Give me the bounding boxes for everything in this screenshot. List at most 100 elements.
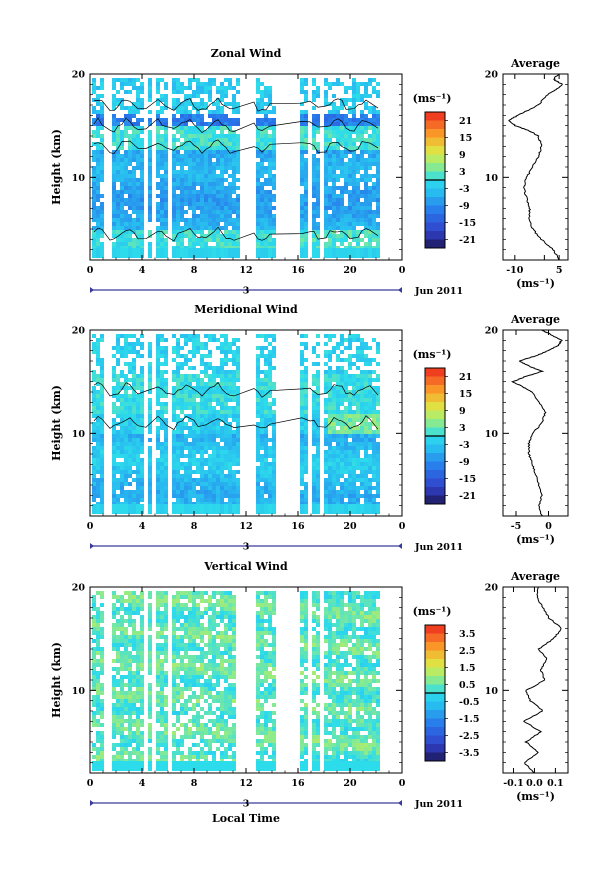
heatmap-cell [116, 346, 120, 350]
heatmap-cell [304, 386, 308, 390]
heatmap-cell [332, 470, 336, 474]
heatmap-cell [188, 454, 192, 458]
heatmap-cell [120, 615, 124, 619]
heatmap-cell [352, 186, 356, 190]
heatmap-cell [180, 494, 184, 498]
heatmap-cell [376, 486, 380, 490]
heatmap-cell [100, 466, 104, 470]
heatmap-cell [300, 350, 304, 354]
heatmap-cell [160, 222, 164, 226]
heatmap-cell [260, 230, 264, 234]
heatmap-cell [348, 158, 352, 162]
heatmap-cell [228, 442, 232, 446]
heatmap-cell [264, 486, 268, 490]
heatmap-cell [304, 486, 308, 490]
heatmap-cell [196, 470, 200, 474]
heatmap-cell [100, 390, 104, 394]
heatmap-cell [232, 154, 236, 158]
heatmap-cell [100, 715, 104, 719]
heatmap-cell [324, 378, 328, 382]
heatmap-cell [176, 478, 180, 482]
heatmap-cell [304, 186, 308, 190]
heatmap-cell [200, 194, 204, 198]
heatmap-cell [200, 126, 204, 130]
heatmap-cell [348, 418, 352, 422]
heatmap-cell [268, 354, 272, 358]
heatmap-cell [364, 446, 368, 450]
heatmap-cell [368, 490, 372, 494]
heatmap-cell [208, 414, 212, 418]
heatmap-cell [360, 238, 364, 242]
heatmap-cell [220, 202, 224, 206]
heatmap-cell [188, 466, 192, 470]
heatmap-cell [256, 466, 260, 470]
heatmap-cell [260, 390, 264, 394]
heatmap-cell [336, 248, 340, 258]
heatmap-cell [368, 394, 372, 398]
heatmap-cell [220, 118, 224, 122]
heatmap-cell [312, 126, 316, 130]
heatmap-cell [140, 739, 144, 743]
heatmap-cell [304, 242, 308, 246]
heatmap-cell [208, 504, 212, 514]
heatmap-cell [116, 462, 120, 466]
heatmap-cell [156, 462, 160, 466]
heatmap-cell [136, 651, 140, 655]
heatmap-cell [348, 98, 352, 102]
heatmap-cell [184, 102, 188, 106]
heatmap-cell [344, 138, 348, 142]
heatmap-cell [100, 206, 104, 210]
heatmap-cell [116, 478, 120, 482]
heatmap-cell [196, 178, 200, 182]
heatmap-cell [128, 504, 132, 514]
heatmap-cell [316, 378, 320, 382]
heatmap-cell [188, 366, 192, 370]
heatmap-cell [300, 114, 304, 118]
heatmap-cell [148, 354, 152, 358]
heatmap-cell [260, 82, 264, 86]
heatmap-cell [268, 230, 272, 234]
heatmap-cell [92, 595, 96, 599]
heatmap-cell [304, 222, 308, 226]
heatmap-cell [344, 504, 348, 514]
heatmap-cell [148, 703, 152, 707]
heatmap-cell [116, 394, 120, 398]
heatmap-cell [256, 490, 260, 494]
heatmap-cell [136, 679, 140, 683]
heatmap-cell [172, 358, 176, 362]
profile-x-tick-label: -10 [506, 265, 524, 276]
heatmap-cell [376, 446, 380, 450]
heatmap-cell [100, 470, 104, 474]
heatmap-cell [120, 130, 124, 134]
heatmap-cell [120, 102, 124, 106]
heatmap-cell [224, 226, 228, 230]
heatmap-cell [188, 498, 192, 502]
heatmap-cell [148, 214, 152, 218]
heatmap-cell [212, 426, 216, 430]
heatmap-cell [364, 194, 368, 198]
heatmap-cell [220, 346, 224, 350]
heatmap-cell [312, 90, 316, 94]
heatmap-cell [236, 504, 240, 514]
heatmap-cell [124, 374, 128, 378]
heatmap-cell [100, 743, 104, 747]
heatmap-cell [372, 386, 376, 390]
heatmap-cell [360, 342, 364, 346]
heatmap-cell [220, 334, 224, 338]
heatmap-cell [204, 418, 208, 422]
heatmap-cell [216, 494, 220, 498]
heatmap-cell [112, 418, 116, 422]
heatmap-cell [336, 118, 340, 122]
heatmap-cell [344, 374, 348, 378]
heatmap-cell [332, 414, 336, 418]
heatmap-cell [208, 114, 212, 118]
heatmap-cell [148, 607, 152, 611]
heatmap-cell [156, 122, 160, 126]
heatmap-cell [116, 158, 120, 162]
heatmap-cell [140, 655, 144, 659]
heatmap-cell [120, 466, 124, 470]
heatmap-cell [176, 170, 180, 174]
heatmap-cell [136, 498, 140, 502]
heatmap-cell [204, 206, 208, 210]
heatmap-cell [268, 242, 272, 246]
